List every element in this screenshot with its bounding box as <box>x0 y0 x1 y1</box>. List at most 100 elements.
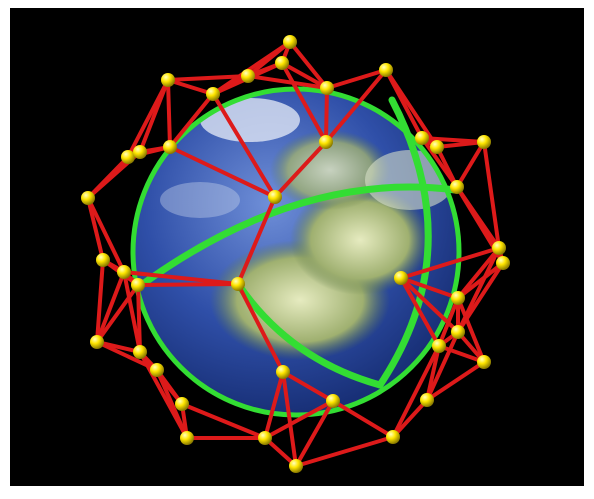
satellite <box>326 394 340 408</box>
satellite <box>289 459 303 473</box>
link <box>246 74 329 90</box>
link <box>263 370 285 440</box>
satellite <box>206 87 220 101</box>
satellite <box>420 393 434 407</box>
link <box>435 145 459 189</box>
cloud <box>160 182 240 218</box>
link <box>86 196 126 274</box>
link <box>331 399 395 439</box>
satellite <box>241 69 255 83</box>
satellite <box>231 277 245 291</box>
satellite <box>283 35 297 49</box>
link <box>126 78 170 159</box>
link <box>281 370 298 468</box>
link <box>437 344 486 364</box>
satellite <box>90 335 104 349</box>
satellite <box>121 150 135 164</box>
satellite <box>180 431 194 445</box>
orbit <box>376 96 432 389</box>
link <box>273 140 328 199</box>
link <box>168 145 277 199</box>
link <box>425 360 486 402</box>
satellite <box>432 339 446 353</box>
land <box>290 185 430 295</box>
link <box>166 74 250 82</box>
link <box>168 92 215 149</box>
link <box>122 270 142 354</box>
satellite <box>450 180 464 194</box>
link <box>399 246 501 280</box>
link <box>263 399 335 440</box>
satellite <box>96 253 110 267</box>
link <box>456 261 505 300</box>
link <box>294 435 395 468</box>
continents <box>160 98 455 360</box>
link <box>95 258 105 344</box>
link <box>280 61 329 90</box>
satellite <box>477 135 491 149</box>
link <box>281 370 335 403</box>
satellite <box>496 256 510 270</box>
satellite <box>492 241 506 255</box>
link <box>136 283 142 354</box>
link <box>122 270 240 286</box>
link <box>384 68 439 149</box>
orbit <box>234 280 384 389</box>
link <box>86 196 105 262</box>
link <box>166 78 215 96</box>
link <box>391 398 429 439</box>
link <box>399 276 441 348</box>
link <box>166 78 172 149</box>
link <box>138 350 189 440</box>
satellite <box>415 131 429 145</box>
link <box>236 282 285 374</box>
satellite <box>81 191 95 205</box>
link <box>95 270 126 344</box>
link <box>456 246 501 300</box>
satellite <box>131 278 145 292</box>
satellite <box>175 397 189 411</box>
satellite <box>379 63 393 77</box>
satellite <box>477 355 491 369</box>
satellite <box>386 430 400 444</box>
link <box>294 399 335 468</box>
link <box>180 402 267 440</box>
satellite <box>276 365 290 379</box>
link <box>456 296 486 364</box>
satellite <box>451 291 465 305</box>
satellite <box>163 140 177 154</box>
satellites <box>81 35 510 473</box>
link <box>435 140 486 149</box>
satellite <box>430 140 444 154</box>
cloud <box>200 98 300 142</box>
link <box>288 40 329 90</box>
satellite <box>451 325 465 339</box>
satellite <box>394 271 408 285</box>
link <box>482 140 501 250</box>
link <box>425 330 460 402</box>
link <box>211 92 277 199</box>
link <box>324 68 388 144</box>
link <box>95 283 140 344</box>
satellite <box>133 145 147 159</box>
link <box>324 86 329 144</box>
satellite <box>133 345 147 359</box>
link <box>437 296 460 348</box>
satellite <box>319 135 333 149</box>
link <box>391 344 441 439</box>
orbit <box>136 183 459 290</box>
satellite <box>258 431 272 445</box>
link <box>455 140 486 189</box>
satellite <box>150 363 164 377</box>
link <box>399 276 460 300</box>
satellite <box>275 56 289 70</box>
link <box>325 68 388 90</box>
satellite <box>320 81 334 95</box>
link <box>280 61 328 144</box>
satellite <box>268 190 282 204</box>
link <box>236 195 277 286</box>
satellite <box>117 265 131 279</box>
satellite <box>161 73 175 87</box>
